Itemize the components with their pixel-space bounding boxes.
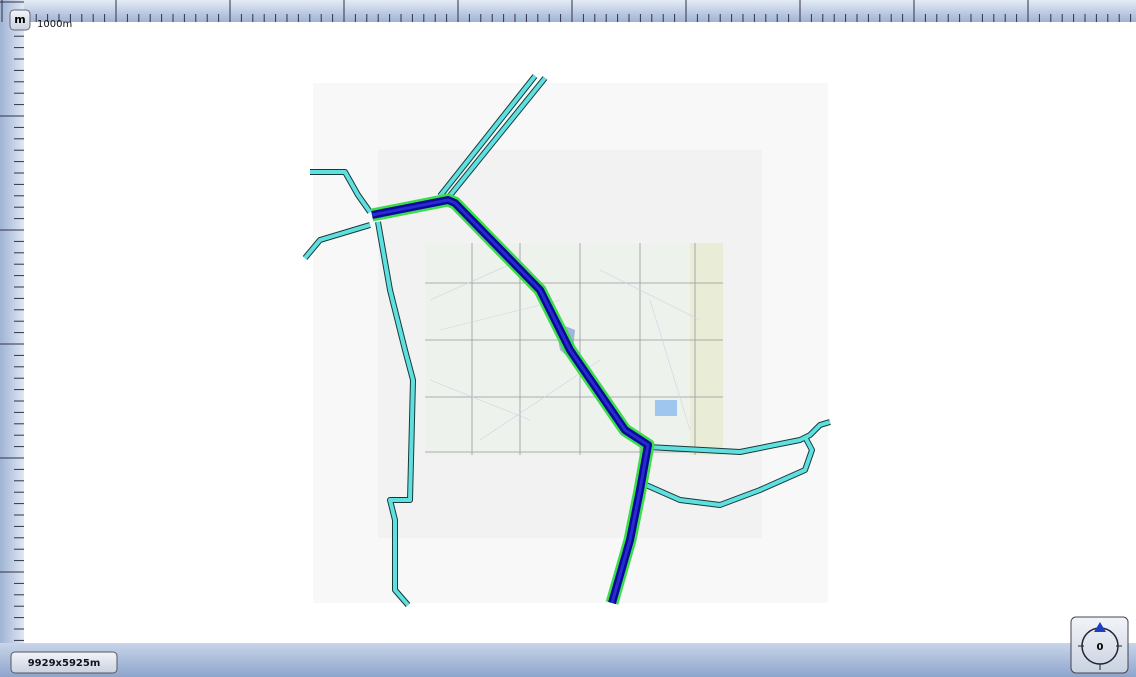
compass-heading: 0: [1097, 642, 1104, 653]
dimensions-label: 9929x5925m: [28, 658, 101, 669]
unit-label: m: [14, 13, 25, 26]
page: m 1000m 9929x5925m 0 (() => { const data…: [0, 0, 1136, 677]
dimensions-button[interactable]: 9929x5925m: [11, 652, 117, 673]
map-view: m 1000m 9929x5925m 0: [0, 0, 1136, 677]
top-ruler: [0, 0, 1136, 22]
compass[interactable]: 0: [1071, 617, 1128, 673]
unit-button[interactable]: m: [10, 10, 30, 30]
status-bar: [0, 643, 1136, 677]
scale-label: 1000m: [37, 19, 72, 30]
